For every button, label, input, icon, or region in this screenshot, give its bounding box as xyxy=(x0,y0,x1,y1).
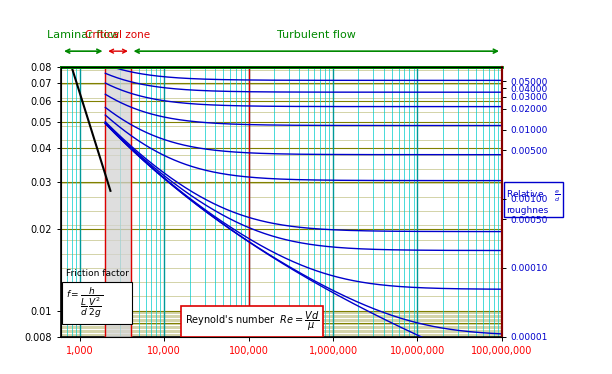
Text: Turbulent flow: Turbulent flow xyxy=(277,30,356,40)
Text: Critical zone: Critical zone xyxy=(86,30,151,40)
Text: Reynold's number  $Re = \dfrac{Vd}{\mu}$: Reynold's number $Re = \dfrac{Vd}{\mu}$ xyxy=(185,310,319,333)
Text: Laminar flow: Laminar flow xyxy=(47,30,119,40)
Text: Friction factor
$f = \dfrac{h}{\dfrac{L}{d}\,\dfrac{V^2}{2g}}$: Friction factor $f = \dfrac{h}{\dfrac{L}… xyxy=(65,269,129,320)
Text: Relative    $\frac{e}{d}$
roughnes: Relative $\frac{e}{d}$ roughnes xyxy=(506,189,561,215)
Bar xyxy=(105,67,131,337)
